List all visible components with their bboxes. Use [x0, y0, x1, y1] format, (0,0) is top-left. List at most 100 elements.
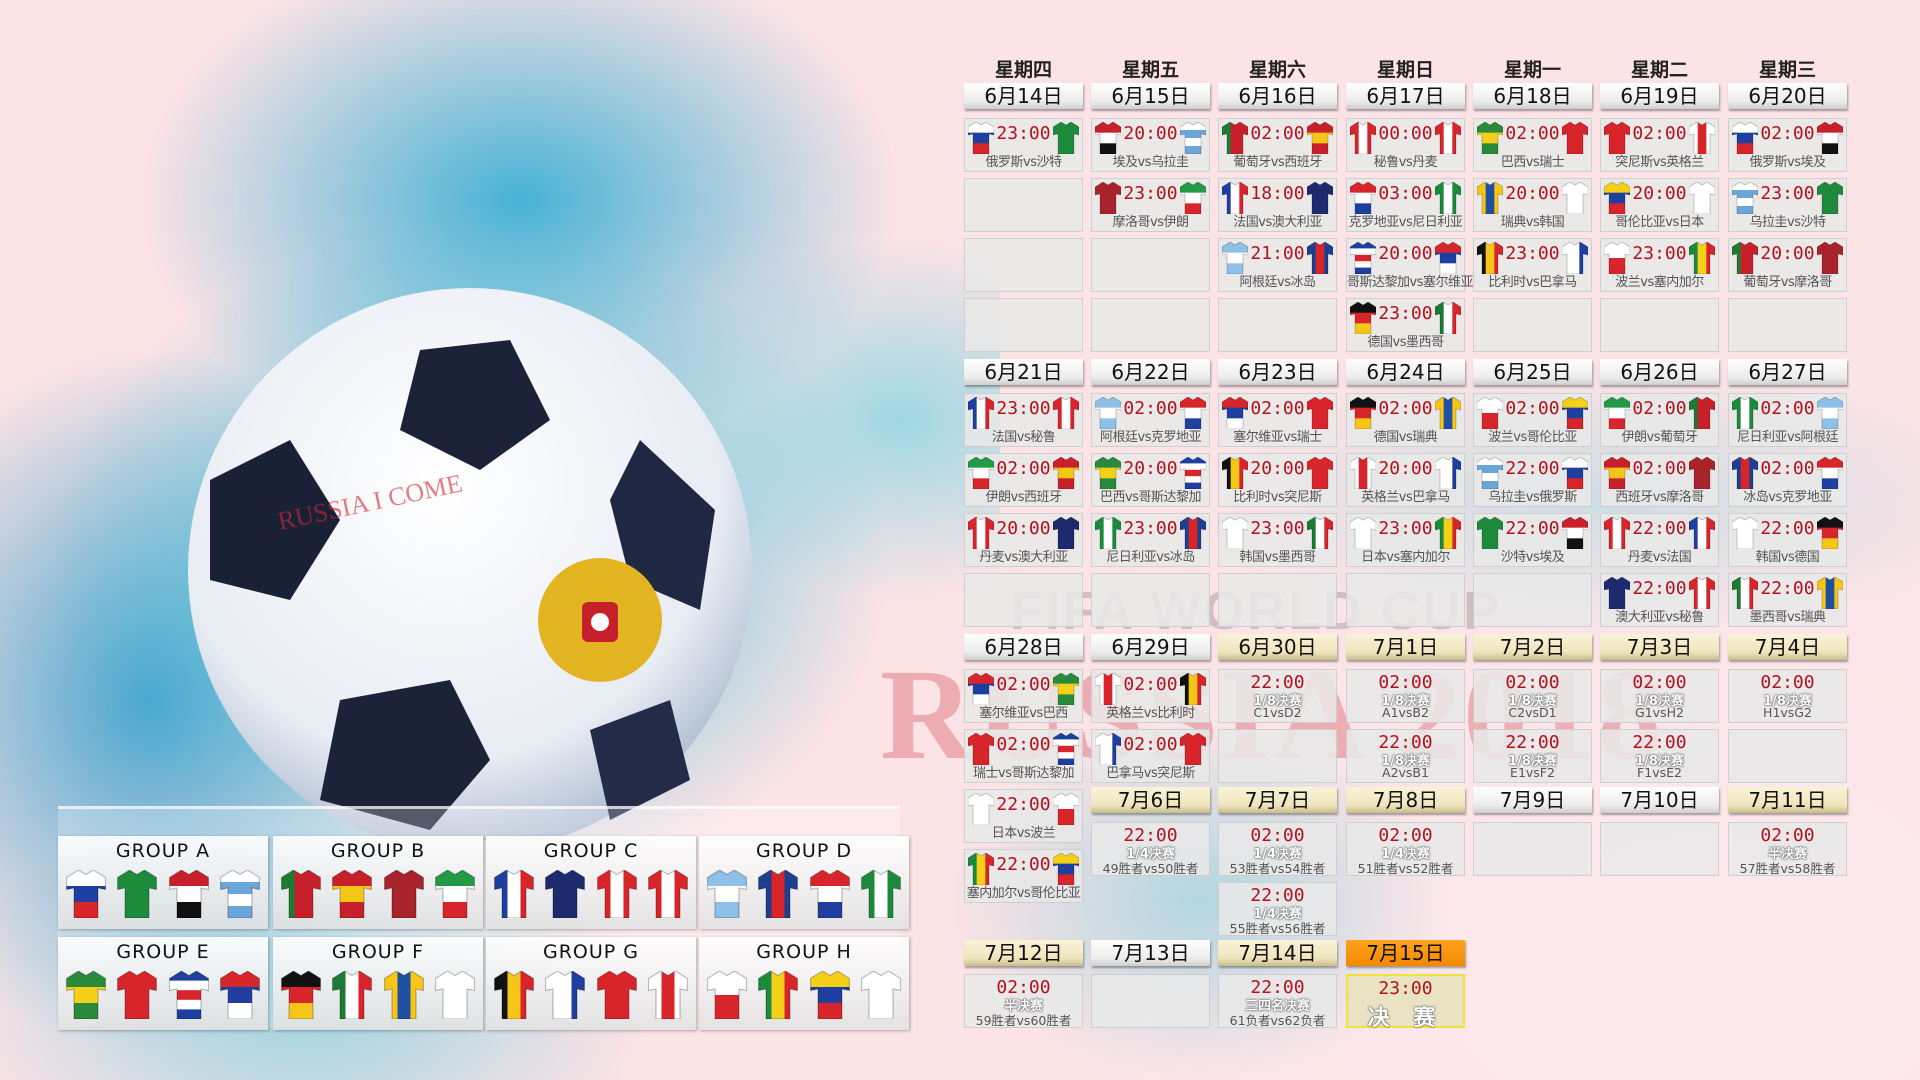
match-cell[interactable]: 21:00 阿根廷vs冰岛 [1218, 238, 1337, 292]
jersey-icon [117, 971, 158, 1019]
match-cell[interactable]: 22:00 丹麦vs法国 [1600, 513, 1719, 567]
jersey-icon [1562, 397, 1588, 429]
soccer-ball-illustration: RUSSIA I COME [188, 288, 752, 840]
jersey-icon [1689, 182, 1715, 214]
match-cell[interactable]: 22:00 1/4决赛 49胜者vs50胜者 [1091, 822, 1210, 876]
match-cell[interactable]: 02:00 俄罗斯vs埃及 [1728, 118, 1847, 172]
match-cell[interactable]: 20:00 丹麦vs澳大利亚 [964, 513, 1083, 567]
match-cell[interactable]: 02:00 阿根廷vs克罗地亚 [1091, 393, 1210, 447]
match-cell[interactable]: 20:00 瑞典vs韩国 [1473, 178, 1592, 232]
match-cell[interactable]: 02:00 突尼斯vs英格兰 [1600, 118, 1719, 172]
match-teams: 波兰vs塞内加尔 [1615, 275, 1704, 290]
match-cell[interactable]: 02:00 巴西vs瑞士 [1473, 118, 1592, 172]
match-stage: 三四名决赛 [1244, 999, 1310, 1014]
match-cell[interactable]: 23:00 比利时vs巴拿马 [1473, 238, 1592, 292]
match-cell[interactable]: 02:00 1/8决赛 G1vsH2 [1600, 669, 1719, 723]
match-cell[interactable]: 23:00 波兰vs塞内加尔 [1600, 238, 1719, 292]
match-cell[interactable]: 23:00 法国vs秘鲁 [964, 393, 1083, 447]
match-cell[interactable]: 02:00 1/8决赛 H1vsG2 [1728, 669, 1847, 723]
jersey-icon [1562, 242, 1588, 274]
match-cell[interactable]: 20:00 哥伦比亚vs日本 [1600, 178, 1719, 232]
kickoff-time: 23:00 [1123, 183, 1178, 204]
match-cell[interactable]: 22:00 韩国vs德国 [1728, 513, 1847, 567]
match-cell[interactable]: 02:00 冰岛vs克罗地亚 [1728, 453, 1847, 507]
jersey-icon [596, 971, 637, 1019]
kickoff-time: 02:00 [1123, 674, 1178, 695]
match-cell[interactable]: 22:00 乌拉圭vs俄罗斯 [1473, 453, 1592, 507]
match-cell[interactable]: 23:00 乌拉圭vs沙特 [1728, 178, 1847, 232]
match-cell[interactable]: 02:00 瑞士vs哥斯达黎加 [964, 729, 1083, 783]
match-teams: 韩国vs墨西哥 [1239, 550, 1316, 565]
match-cell[interactable]: 02:00 伊朗vs葡萄牙 [1600, 393, 1719, 447]
group-title: GROUP A [115, 840, 211, 862]
match-cell[interactable]: 00:00 秘鲁vs丹麦 [1346, 118, 1465, 172]
match-cell[interactable]: 22:00 1/8决赛 C1vsD2 [1218, 669, 1337, 723]
match-cell[interactable]: 23:00 尼日利亚vs冰岛 [1091, 513, 1210, 567]
match-cell[interactable]: 22:00 三四名决赛 61负者vs62负者 [1218, 974, 1337, 1028]
match-cell[interactable]: 22:00 1/4决赛 55胜者vs56胜者 [1218, 882, 1337, 936]
match-cell[interactable]: 22:00 1/8决赛 E1vsF2 [1473, 729, 1592, 783]
match-cell[interactable]: 22:00 塞内加尔vs哥伦比亚 [964, 849, 1083, 903]
match-cell[interactable]: 02:00 西班牙vs摩洛哥 [1600, 453, 1719, 507]
match-cell[interactable]: 22:00 1/8决赛 F1vsE2 [1600, 729, 1719, 783]
match-cell[interactable]: 23:00 摩洛哥vs伊朗 [1091, 178, 1210, 232]
kickoff-time: 02:00 [1760, 123, 1815, 144]
group-title: GROUP E [116, 941, 210, 963]
jersey-icon [168, 870, 209, 918]
match-cell[interactable]: 20:00 巴西vs哥斯达黎加 [1091, 453, 1210, 507]
match-cell[interactable]: 02:00 1/4决赛 53胜者vs54胜者 [1218, 822, 1337, 876]
jersey-icon [545, 971, 586, 1019]
match-cell[interactable]: 02:00 尼日利亚vs阿根廷 [1728, 393, 1847, 447]
match-cell[interactable]: 02:00 塞尔维亚vs瑞士 [1218, 393, 1337, 447]
match-cell[interactable]: 23:00 日本vs塞内加尔 [1346, 513, 1465, 567]
match-cell[interactable]: 23:00 韩国vs墨西哥 [1218, 513, 1337, 567]
match-cell[interactable]: 20:00 埃及vs乌拉圭 [1091, 118, 1210, 172]
match-cell[interactable]: 20:00 英格兰vs巴拿马 [1346, 453, 1465, 507]
match-cell[interactable]: 02:00 巴拿马vs突尼斯 [1091, 729, 1210, 783]
kickoff-time: 02:00 [1632, 672, 1687, 693]
match-cell[interactable]: 23:00 俄罗斯vs沙特 [964, 118, 1083, 172]
match-cell[interactable]: 02:00 半决赛 57胜者vs58胜者 [1728, 822, 1847, 876]
match-teams: 葡萄牙vs摩洛哥 [1743, 275, 1832, 290]
empty-cell [1091, 298, 1210, 352]
match-cell[interactable]: 02:00 1/8决赛 C2vsD1 [1473, 669, 1592, 723]
match-cell[interactable]: 22:00 墨西哥vs瑞典 [1728, 573, 1847, 627]
jersey-icon [809, 870, 850, 918]
date-header: 6月19日 [1600, 83, 1719, 109]
match-cell[interactable]: 22:00 沙特vs埃及 [1473, 513, 1592, 567]
match-cell[interactable]: 20:00 比利时vs突尼斯 [1218, 453, 1337, 507]
match-stage: 1/8决赛 [1508, 694, 1557, 709]
match-cell[interactable]: 02:00 1/4决赛 51胜者vs52胜者 [1346, 822, 1465, 876]
match-cell[interactable]: 02:00 英格兰vs比利时 [1091, 669, 1210, 723]
kickoff-time: 02:00 [1632, 398, 1687, 419]
match-teams: 日本vs塞内加尔 [1361, 550, 1450, 565]
match-cell[interactable]: 02:00 半决赛 59胜者vs60胜者 [964, 974, 1083, 1028]
match-cell[interactable]: 02:00 德国vs瑞典 [1346, 393, 1465, 447]
match-cell[interactable]: 03:00 克罗地亚vs尼日利亚 [1346, 178, 1465, 232]
jersey-icon [1817, 397, 1843, 429]
match-cell[interactable]: 02:00 葡萄牙vs西班牙 [1218, 118, 1337, 172]
match-pairing: F1vsE2 [1637, 765, 1682, 780]
match-cell[interactable]: 22:00 1/8决赛 A2vsB1 [1346, 729, 1465, 783]
kickoff-time: 22:00 [1123, 825, 1178, 846]
match-cell[interactable]: 23:00 德国vs墨西哥 [1346, 298, 1465, 352]
jersey-icon [1180, 673, 1206, 705]
jersey-icon [1689, 457, 1715, 489]
jersey-icon [1222, 457, 1248, 489]
match-stage: 1/4决赛 [1126, 847, 1175, 862]
jersey-icon [1477, 182, 1503, 214]
match-cell[interactable]: 20:00 葡萄牙vs摩洛哥 [1728, 238, 1847, 292]
match-cell[interactable]: 23:00 决 赛 [1346, 974, 1465, 1031]
match-cell[interactable]: 20:00 哥斯达黎加vs塞尔维亚 [1346, 238, 1473, 292]
match-cell[interactable]: 22:00 澳大利亚vs秘鲁 [1600, 573, 1719, 627]
match-cell[interactable]: 02:00 伊朗vs西班牙 [964, 453, 1083, 507]
match-cell[interactable]: 22:00 日本vs波兰 [964, 789, 1083, 843]
group-jerseys [281, 971, 475, 1019]
kickoff-time: 02:00 [1250, 825, 1305, 846]
match-cell[interactable]: 18:00 法国vs澳大利亚 [1218, 178, 1337, 232]
match-cell[interactable]: 02:00 波兰vs哥伦比亚 [1473, 393, 1592, 447]
match-cell[interactable]: 02:00 1/8决赛 A1vsB2 [1346, 669, 1465, 723]
jersey-icon [1053, 673, 1079, 705]
jersey-icon [1095, 673, 1121, 705]
match-cell[interactable]: 02:00 塞尔维亚vs巴西 [964, 669, 1083, 723]
